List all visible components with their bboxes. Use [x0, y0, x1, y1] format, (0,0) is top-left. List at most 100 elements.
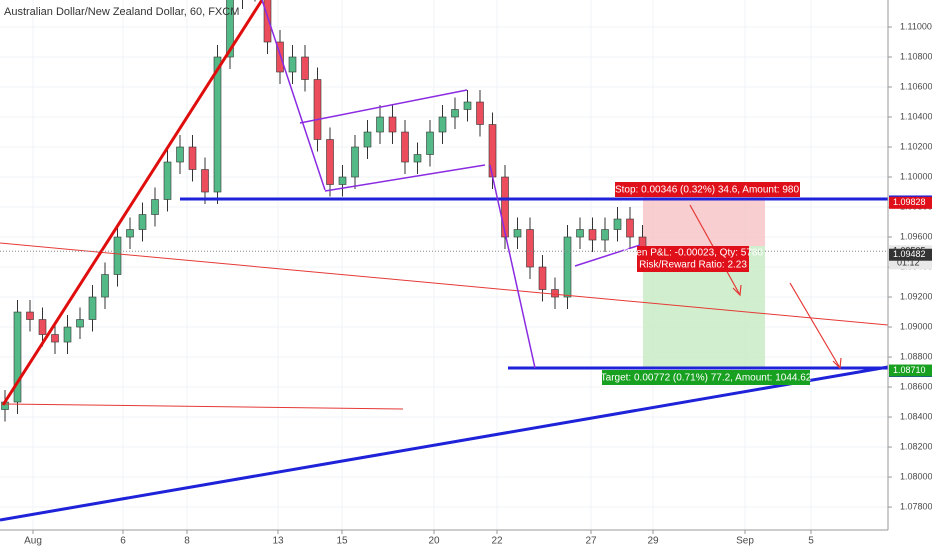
candle-body — [26, 311, 34, 320]
y-tick-label: 1.08000 — [900, 471, 932, 481]
x-tick-label: 27 — [585, 536, 597, 547]
price-label-box — [889, 364, 932, 377]
x-tick-label: 15 — [336, 536, 348, 547]
x-tick-label: Aug — [24, 536, 42, 547]
x-tick-label: 8 — [184, 536, 190, 547]
pattern-line — [489, 164, 536, 369]
y-tick-label: 1.08200 — [900, 441, 932, 451]
candle-body — [38, 319, 47, 335]
trend-line — [0, 365, 889, 522]
candle-body — [301, 56, 309, 80]
candle-body — [363, 131, 372, 148]
candle-body — [88, 296, 97, 320]
candle-body — [538, 266, 547, 290]
candle-body — [576, 229, 584, 238]
y-tick-label: 1.08600 — [900, 381, 932, 391]
arrow — [789, 282, 842, 370]
pnl-text: Open P&L: -0.00023, Qty: 5780 — [623, 248, 764, 259]
candle-body — [151, 199, 159, 215]
pnl-tag: Open P&L: -0.00023, Qty: 5780 Risk/Rewar… — [623, 246, 764, 272]
y-tick-label: 1.10600 — [900, 81, 932, 91]
price-label: 1.08710 — [893, 365, 926, 375]
target-text: Target: 0.00772 (0.71%) 77.2, Amount: 10… — [601, 373, 812, 384]
price-label-box — [889, 248, 932, 261]
channel-line — [299, 89, 468, 124]
y-tick-label: 1.10000 — [900, 171, 932, 181]
candle-body — [338, 176, 347, 185]
candle-body — [501, 176, 509, 238]
candle-body — [226, 0, 234, 58]
candle-body — [351, 146, 359, 178]
x-tick-label: 13 — [272, 536, 284, 547]
candle-body — [176, 146, 184, 163]
x-tick-label: 5 — [808, 536, 814, 547]
candle-body — [76, 319, 84, 328]
x-tick-label: 29 — [647, 536, 659, 547]
tag-box — [602, 370, 810, 385]
pattern-line — [574, 244, 641, 267]
candle-body — [201, 169, 209, 193]
candle-body — [438, 116, 447, 133]
y-tick-label: 1.11000 — [900, 21, 932, 31]
y-tick-label: 1.10400 — [900, 111, 932, 121]
candle-body — [551, 289, 559, 298]
y-tick-label: 1.10800 — [900, 51, 932, 61]
candle-body — [476, 101, 484, 125]
candle-body — [426, 131, 434, 155]
candle-body — [188, 146, 197, 170]
candle-body — [563, 236, 572, 298]
candle-body — [263, 0, 272, 43]
candle-body — [313, 79, 322, 140]
x-tick-label: 6 — [120, 536, 126, 547]
y-tick-label: 1.09000 — [900, 321, 932, 331]
y-tick-label: 1.10200 — [900, 141, 932, 151]
x-tick-label: Sep — [736, 536, 754, 547]
trend-line — [0, 242, 889, 326]
candle-body — [213, 56, 222, 193]
candle-body — [588, 229, 597, 241]
candle-body — [513, 229, 522, 238]
candle-body — [138, 214, 147, 230]
candle-body — [413, 154, 422, 163]
candle-body — [401, 131, 409, 163]
candle-body — [613, 218, 622, 230]
trend-line — [4, 403, 404, 410]
axes: 1.07800 1.08000 1.08200 1.08400 1.08600 1.088… — [24, 21, 932, 547]
x-tick-label: 20 — [428, 536, 440, 547]
candle-body — [288, 56, 297, 73]
candle-body — [488, 124, 497, 178]
candle-body — [113, 236, 122, 275]
y-tick-label: 1.09600 — [900, 231, 932, 241]
candle-body — [163, 161, 172, 200]
target-tag: Target: 0.00772 (0.71%) 77.2, Amount: 10… — [601, 370, 812, 385]
candle-body — [626, 218, 634, 238]
rr-text: Risk/Reward Ratio: 2.23 — [639, 260, 747, 271]
price-label: 1.09828 — [893, 197, 926, 207]
price-axis-bg — [888, 0, 932, 550]
candle-body — [526, 229, 534, 268]
tag-box — [637, 246, 749, 272]
candle-body — [451, 109, 459, 118]
x-tick-label: 22 — [491, 536, 503, 547]
candle-body — [13, 311, 22, 403]
candle-body — [463, 101, 472, 110]
candle-body — [63, 326, 72, 343]
tag-box — [615, 182, 800, 197]
y-tick-label: 1.09200 — [900, 291, 932, 301]
y-tick-label: 1.07800 — [900, 501, 932, 511]
stop-tag: Stop: 0.00346 (0.32%) 34.6, Amount: 980 — [615, 182, 800, 197]
candle-body — [376, 116, 384, 133]
y-tick-label: 1.08800 — [900, 351, 932, 361]
candle-body — [601, 229, 609, 241]
candle-body — [101, 274, 109, 298]
channel-line — [324, 164, 486, 192]
candle-body — [388, 116, 397, 133]
y-tick-label: 1.08400 — [900, 411, 932, 421]
price-label-box — [889, 196, 932, 209]
chart-title: Australian Dollar/New Zealand Dollar, 60… — [4, 6, 239, 18]
countdown: 01:12 — [897, 258, 920, 268]
stop-text: Stop: 0.00346 (0.32%) 34.6, Amount: 980 — [615, 185, 799, 196]
